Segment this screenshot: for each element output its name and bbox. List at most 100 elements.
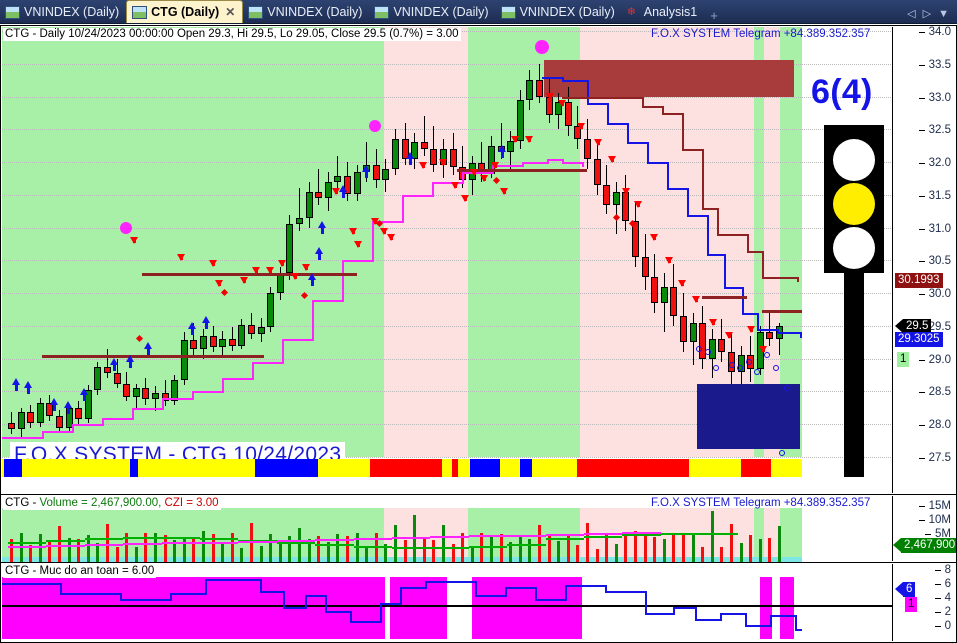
resistance-level-badge: 30.1993 (895, 273, 943, 289)
score-badge: 1 (897, 351, 910, 367)
sell-arrow-icon (594, 139, 602, 147)
nav-prev-icon[interactable]: ◁ (907, 8, 916, 20)
price-y-axis[interactable]: 34.0 33.5 33.0 32.5 32.0 31.5 31.0 30.5 30.0 29.5… (892, 26, 955, 493)
indicator-tick-label: 8 (933, 564, 951, 576)
volume-ma-magenta (238, 540, 277, 543)
volume-pane[interactable]: CTG - Volume = 2,467,900.00, CZI = 3.00 … (0, 494, 957, 563)
nav-next-icon[interactable]: ▷ (922, 8, 932, 20)
traffic-light-yellow-lamp (833, 183, 875, 225)
volume-bar (307, 538, 311, 562)
volume-bar (432, 539, 436, 562)
candle-body (171, 379, 179, 402)
ribbon-segment (458, 459, 470, 477)
tab-analysis1[interactable]: ❄ Analysis1 (622, 1, 705, 23)
indicator-line (670, 613, 673, 615)
trend-line-blue (777, 332, 800, 335)
volume-bar (557, 541, 561, 562)
candle-wick (481, 142, 483, 182)
ma-line (462, 171, 464, 184)
buy-arrow-icon (202, 315, 210, 329)
ribbon-segment (470, 459, 500, 477)
trend-zone (384, 27, 468, 457)
trend-line-blue (800, 332, 802, 338)
indicator-line (170, 593, 202, 595)
ribbon-segment (741, 459, 771, 477)
ma-line (432, 181, 462, 184)
tab-label: VNINDEX (Daily) (24, 5, 120, 19)
trend-line-blue (647, 142, 649, 165)
volume-bar (384, 543, 388, 562)
candle-body (27, 412, 35, 423)
volume-bar (115, 546, 119, 562)
volume-bar (758, 539, 762, 562)
ma-line (102, 417, 132, 420)
signal-ring-marker (696, 345, 702, 352)
price-plot-area[interactable]: F.O.X SYSTEM - CTG 10/24/20236(4)JulAugS… (2, 27, 895, 477)
indicator-line (472, 581, 475, 583)
volume-ma-magenta (123, 543, 162, 546)
tab-menu-icon[interactable]: ▼ (938, 7, 949, 20)
candle-wick (615, 181, 617, 235)
tab-ctg[interactable]: CTG (Daily) ✕ (126, 0, 244, 23)
volume-bar (163, 534, 167, 562)
gridline (2, 63, 895, 65)
indicator-line (535, 599, 562, 601)
ma-line (102, 417, 104, 427)
volume-bar (250, 523, 253, 562)
trend-line-blue (742, 286, 744, 315)
indicator-tick-label: 4 (933, 592, 951, 604)
tab-vnindex-4[interactable]: VNINDEX (Daily) (496, 1, 622, 23)
trend-line-blue (647, 162, 667, 165)
volume-plot-area[interactable] (2, 508, 895, 562)
tab-vnindex-1[interactable]: VNINDEX (Daily) (0, 1, 126, 23)
volume-bar (154, 533, 157, 562)
indicator-line (117, 593, 120, 595)
volume-ma-green (622, 534, 661, 537)
ma-line (192, 391, 222, 394)
resistance-line (642, 106, 662, 109)
indicator-line (205, 579, 207, 595)
volume-bar (240, 548, 244, 562)
gridline (2, 260, 895, 262)
buy-arrow-icon (50, 397, 58, 411)
indicator-line (57, 583, 60, 585)
price-pane[interactable]: F.O.X SYSTEM - CTG 10/24/20236(4)JulAugS… (0, 25, 957, 495)
flower-icon: ❄ (626, 5, 636, 18)
volume-ma-magenta (584, 532, 623, 535)
add-tab-button[interactable]: + (710, 8, 718, 23)
close-icon[interactable]: ✕ (225, 5, 236, 19)
volume-value-label: Volume = 2,467,900.00, (39, 497, 162, 509)
sell-arrow-icon (461, 194, 469, 202)
indicator-line (302, 607, 305, 609)
sell-arrow-icon (608, 155, 616, 163)
ma-line (72, 424, 102, 427)
sell-arrow-icon (130, 237, 138, 245)
ma-line (312, 299, 342, 302)
indicator-line (347, 611, 350, 613)
volume-y-axis[interactable]: 15M 10M 5M 2,467,900 (892, 496, 956, 561)
ma-line (162, 398, 164, 410)
sell-arrow-icon (451, 181, 459, 189)
ribbon-segment (500, 459, 520, 477)
volume-tick-label: 5M (925, 528, 951, 540)
candle-body (257, 327, 265, 334)
volume-bar (125, 533, 129, 562)
trend-line-blue (587, 80, 589, 106)
volume-bar (518, 535, 522, 562)
buy-arrow-icon (110, 358, 118, 372)
indicator-plot-area[interactable] (2, 577, 895, 639)
volume-ma-green (584, 536, 623, 539)
sell-arrow-icon (371, 217, 379, 225)
tab-vnindex-2[interactable]: VNINDEX (Daily) (243, 1, 369, 23)
volume-bar (336, 533, 340, 562)
sell-arrow-icon (577, 122, 585, 130)
indicator-tick-label: 2 (933, 606, 951, 618)
volume-bar (634, 530, 637, 562)
resistance-level-line (42, 355, 264, 359)
trend-line-blue (724, 286, 742, 289)
ma-line (312, 299, 314, 342)
sell-arrow-icon (546, 93, 554, 101)
tab-vnindex-3[interactable]: VNINDEX (Daily) (369, 1, 495, 23)
